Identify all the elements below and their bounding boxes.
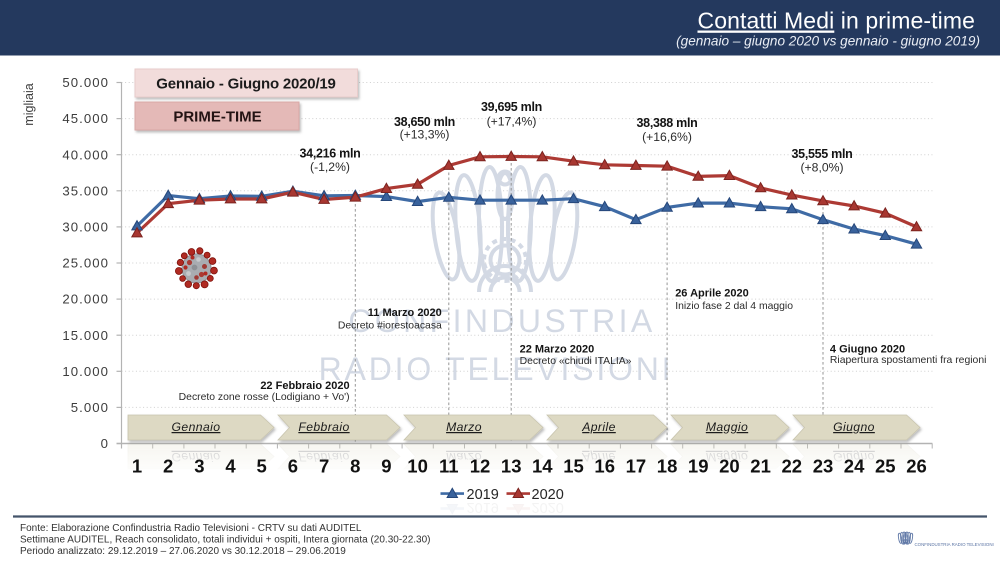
svg-text:CONFINDUSTRIA: CONFINDUSTRIA: [348, 303, 655, 339]
svg-text:Maggio: Maggio: [706, 450, 748, 464]
svg-text:1: 1: [132, 456, 142, 477]
svg-text:35,555 mln: 35,555 mln: [792, 147, 853, 161]
svg-text:17: 17: [626, 456, 647, 477]
svg-text:19: 19: [688, 456, 709, 477]
svg-text:Inizio fase 2 dal 4 maggio: Inizio fase 2 dal 4 maggio: [675, 301, 793, 312]
svg-text:50.000: 50.000: [62, 75, 109, 90]
svg-text:Febbraio: Febbraio: [298, 420, 349, 434]
svg-text:Gennaio: Gennaio: [172, 450, 221, 464]
svg-text:0: 0: [101, 436, 109, 451]
svg-text:38,388 mln: 38,388 mln: [637, 116, 698, 130]
svg-text:(+8,0%): (+8,0%): [800, 161, 843, 175]
svg-text:2: 2: [163, 456, 173, 477]
svg-text:Aprile: Aprile: [581, 450, 616, 464]
svg-text:20.000: 20.000: [62, 292, 109, 307]
svg-text:Gennaio: Gennaio: [172, 420, 221, 434]
svg-text:Fonte: Elaborazione Confindust: Fonte: Elaborazione Confindustria Radio …: [20, 523, 362, 534]
svg-text:3: 3: [194, 456, 204, 477]
svg-text:4 Giugno 2020: 4 Giugno 2020: [830, 343, 905, 355]
svg-text:22 Marzo 2020: 22 Marzo 2020: [520, 344, 595, 356]
svg-text:38,650 mln: 38,650 mln: [394, 115, 455, 129]
svg-text:13: 13: [501, 456, 522, 477]
svg-text:Marzo: Marzo: [446, 420, 482, 434]
svg-text:Aprile: Aprile: [581, 420, 616, 434]
svg-text:CONFINDUSTRIA RADIO TELEVISION: CONFINDUSTRIA RADIO TELEVISIONI: [915, 542, 994, 547]
svg-text:9: 9: [381, 456, 391, 477]
svg-text:Settimane AUDITEL, Reach conso: Settimane AUDITEL, Reach consolidato, to…: [20, 535, 431, 546]
svg-text:10: 10: [407, 456, 428, 477]
svg-text:RADIO TELEVISIONI: RADIO TELEVISIONI: [319, 351, 674, 387]
svg-text:(+17,4%): (+17,4%): [487, 115, 537, 129]
svg-text:21: 21: [750, 456, 771, 477]
svg-text:(-1,2%): (-1,2%): [310, 160, 350, 174]
svg-text:5.000: 5.000: [71, 400, 109, 415]
svg-text:26: 26: [906, 456, 927, 477]
svg-text:(+13,3%): (+13,3%): [400, 128, 450, 142]
svg-text:20: 20: [719, 456, 740, 477]
svg-text:Decreto «chiudi ITALIA»: Decreto «chiudi ITALIA»: [520, 356, 632, 367]
svg-text:Giugno: Giugno: [833, 450, 875, 464]
svg-text:8: 8: [350, 456, 360, 477]
svg-text:25: 25: [875, 456, 896, 477]
svg-text:PRIME-TIME: PRIME-TIME: [173, 108, 261, 125]
svg-text:25.000: 25.000: [62, 256, 109, 271]
svg-text:migliaia: migliaia: [22, 83, 36, 125]
svg-text:Marzo: Marzo: [446, 450, 482, 464]
svg-text:6: 6: [288, 456, 298, 477]
svg-text:11: 11: [439, 456, 459, 477]
svg-text:22 Febbraio 2020: 22 Febbraio 2020: [260, 380, 349, 392]
svg-text:Maggio: Maggio: [706, 420, 748, 434]
svg-text:45.000: 45.000: [62, 111, 109, 126]
svg-text:10.000: 10.000: [62, 364, 109, 379]
svg-text:15: 15: [563, 456, 584, 477]
svg-text:Decreto zone rosse (Lodigiano: Decreto zone rosse (Lodigiano + Vo'): [179, 392, 350, 403]
svg-text:15.000: 15.000: [62, 328, 109, 343]
svg-text:Decreto #iorestoacasa: Decreto #iorestoacasa: [338, 320, 442, 331]
svg-text:Giugno: Giugno: [833, 420, 875, 434]
svg-text:18: 18: [657, 456, 678, 477]
svg-text:22: 22: [782, 456, 803, 477]
svg-text:30.000: 30.000: [62, 220, 109, 235]
svg-text:(gennaio – giugno 2020 vs genn: (gennaio – giugno 2020 vs gennaio - giug…: [676, 34, 980, 49]
svg-text:40.000: 40.000: [62, 147, 109, 162]
svg-text:24: 24: [844, 456, 865, 477]
svg-text:7: 7: [319, 456, 329, 477]
svg-text:Periodo analizzato: 29.12.2019: Periodo analizzato: 29.12.2019 – 27.06.2…: [20, 546, 346, 557]
svg-text:34,216 mln: 34,216 mln: [300, 147, 361, 161]
svg-text:35.000: 35.000: [62, 183, 109, 198]
svg-text:39,695 mln: 39,695 mln: [481, 100, 542, 114]
svg-text:Contatti Medi in prime-time: Contatti Medi in prime-time: [697, 8, 975, 34]
svg-text:14: 14: [532, 456, 553, 477]
svg-text:11 Marzo 2020: 11 Marzo 2020: [368, 307, 442, 319]
svg-text:16: 16: [594, 456, 615, 477]
svg-text:Febbraio: Febbraio: [298, 450, 349, 464]
svg-text:Gennaio - Giugno 2020/19: Gennaio - Giugno 2020/19: [156, 75, 335, 92]
svg-text:(+16,6%): (+16,6%): [642, 130, 692, 144]
svg-text:2019: 2019: [467, 487, 499, 503]
svg-text:Riapertura spostamenti fra reg: Riapertura spostamenti fra regioni: [830, 355, 987, 366]
svg-text:2020: 2020: [532, 487, 564, 503]
svg-text:26 Aprile 2020: 26 Aprile 2020: [675, 287, 749, 299]
svg-text:5: 5: [257, 456, 267, 477]
svg-text:23: 23: [813, 456, 834, 477]
svg-text:4: 4: [225, 456, 236, 477]
svg-text:12: 12: [470, 456, 491, 477]
